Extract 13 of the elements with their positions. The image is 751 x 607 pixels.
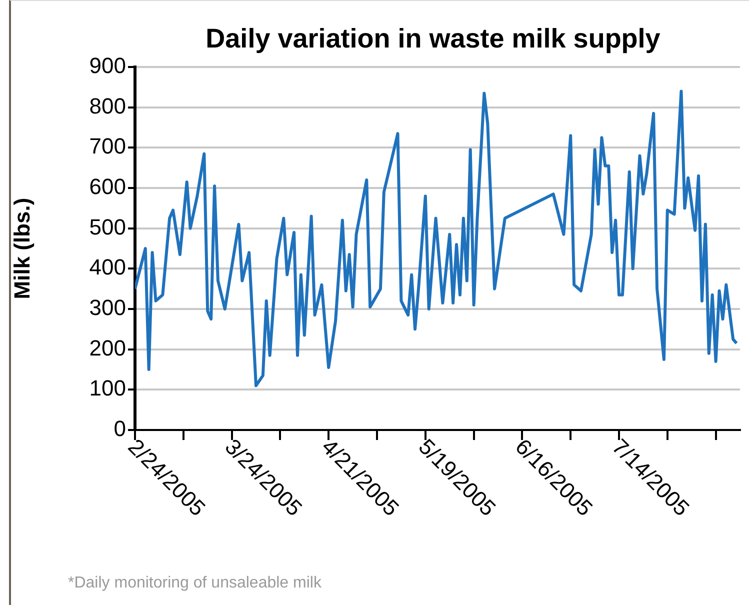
y-tick-label: 600 (89, 174, 126, 200)
y-tick-label: 200 (89, 335, 126, 360)
y-tick-label: 0 (114, 416, 126, 442)
y-tick-label: 500 (89, 214, 126, 240)
chart-title: Daily variation in waste milk supply (206, 23, 660, 54)
y-tick-label: 700 (89, 134, 126, 159)
text: *Daily monitoring of unsaleable milk (68, 574, 322, 592)
y-tick-label: 100 (89, 376, 126, 401)
y-tick-label: 300 (89, 295, 126, 320)
y-tick-label: 800 (89, 93, 126, 118)
y-tick-label: 900 (89, 53, 126, 78)
y-tick-label: 400 (89, 254, 126, 280)
y-axis-title: Milk (lbs.) (9, 198, 34, 300)
